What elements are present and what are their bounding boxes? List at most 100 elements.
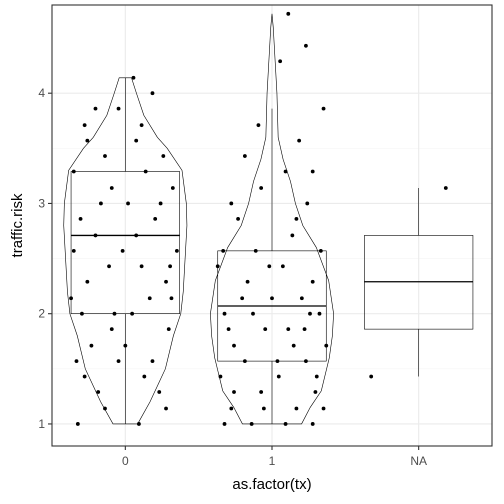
jitter-points: [69, 11, 448, 426]
data-point: [116, 106, 121, 111]
data-point: [218, 374, 223, 379]
violin-1: [210, 13, 334, 425]
y-tick-label: 4: [38, 86, 45, 100]
x-tick-label: 1: [269, 454, 276, 468]
y-axis-title: traffic.risk: [9, 193, 26, 257]
data-point: [294, 406, 299, 411]
data-point: [107, 264, 111, 269]
data-point: [229, 406, 234, 411]
data-point: [278, 59, 283, 64]
data-point: [259, 390, 264, 394]
data-point: [270, 296, 274, 301]
data-point: [130, 311, 135, 316]
y-axis-ticks: 1 2 3 4: [38, 86, 52, 431]
data-point: [123, 343, 128, 348]
data-point: [78, 216, 83, 221]
data-point: [226, 327, 231, 332]
data-point: [161, 154, 166, 158]
data-point: [321, 106, 326, 111]
data-point: [291, 343, 296, 348]
data-point: [310, 169, 315, 174]
data-point: [153, 216, 158, 221]
data-point: [89, 343, 94, 348]
data-point: [143, 169, 148, 174]
data-point: [443, 186, 448, 190]
data-point: [313, 390, 318, 394]
data-point: [317, 311, 322, 316]
data-point: [99, 201, 103, 206]
data-point: [302, 327, 307, 332]
data-point: [290, 233, 295, 238]
data-point: [229, 201, 234, 206]
data-point: [286, 11, 291, 16]
data-point: [158, 201, 163, 206]
data-point: [103, 154, 107, 158]
data-point: [275, 359, 280, 364]
data-point: [157, 390, 162, 394]
data-point: [75, 422, 80, 426]
data-point: [96, 390, 101, 394]
data-point: [297, 138, 302, 143]
data-point: [259, 186, 264, 190]
violin-0: [63, 77, 188, 425]
data-point: [170, 186, 175, 190]
data-point: [299, 296, 304, 301]
data-point: [137, 422, 141, 426]
data-point: [169, 296, 174, 301]
data-point: [142, 374, 147, 379]
data-point: [314, 374, 319, 379]
data-point: [308, 311, 312, 316]
x-tick-label: NA: [410, 454, 427, 468]
data-point: [166, 327, 171, 332]
data-point: [139, 264, 144, 269]
data-point: [236, 216, 240, 221]
data-point: [134, 233, 139, 238]
data-point: [109, 186, 114, 190]
data-point: [249, 422, 254, 426]
data-point: [93, 233, 98, 238]
y-tick-label: 3: [38, 196, 45, 210]
data-point: [82, 123, 87, 128]
data-point: [164, 279, 168, 284]
data-point: [263, 327, 268, 332]
data-point: [267, 264, 272, 269]
data-point: [305, 201, 310, 206]
data-point: [74, 359, 79, 364]
data-point: [256, 123, 261, 128]
data-point: [139, 123, 144, 128]
data-point: [134, 138, 139, 143]
data-point: [120, 248, 125, 253]
data-point: [324, 343, 329, 348]
data-point: [304, 43, 308, 48]
data-point: [150, 359, 155, 364]
data-point: [222, 422, 227, 426]
data-point: [71, 169, 76, 174]
data-point: [321, 406, 326, 411]
data-point: [283, 169, 288, 174]
data-point: [369, 374, 374, 379]
data-point: [222, 311, 227, 316]
data-point: [245, 279, 250, 284]
box-0: [70, 171, 180, 314]
x-tick-label: 0: [122, 454, 129, 468]
data-point: [174, 248, 179, 253]
data-point: [112, 311, 117, 316]
data-point: [232, 343, 236, 348]
data-point: [116, 359, 121, 364]
data-point: [221, 248, 226, 253]
data-point: [240, 296, 245, 301]
data-point: [126, 201, 130, 206]
data-point: [294, 216, 299, 221]
data-point: [280, 264, 285, 269]
data-point: [242, 359, 247, 364]
data-point: [310, 422, 315, 426]
data-point: [69, 296, 73, 301]
data-point: [71, 248, 76, 253]
x-axis-title: as.factor(tx): [232, 476, 311, 493]
data-point: [82, 374, 87, 379]
data-point: [232, 390, 236, 394]
data-point: [168, 264, 173, 269]
data-point: [150, 91, 155, 96]
data-point: [215, 264, 220, 269]
y-tick-label: 1: [38, 417, 45, 431]
